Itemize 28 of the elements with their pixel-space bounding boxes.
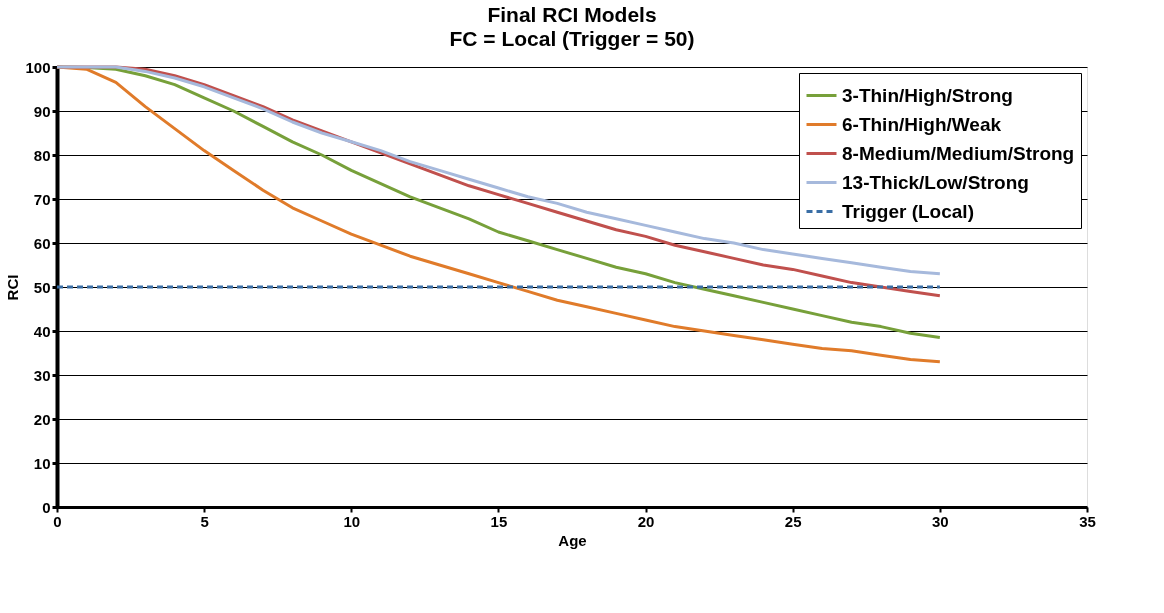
y-tick-label: 80: [33, 146, 51, 164]
y-tick-label: 0: [42, 498, 51, 516]
y-tick-label: 10: [33, 454, 51, 472]
y-tick-label: 50: [33, 278, 51, 296]
x-tick-label: 10: [343, 512, 361, 530]
y-tick-label: 100: [25, 58, 51, 76]
x-axis-title: Age: [558, 531, 587, 549]
chart-title: Final RCI Models: [487, 3, 657, 26]
y-tick-label: 40: [33, 322, 51, 340]
x-tick-label: 35: [1079, 512, 1096, 530]
y-tick-label: 90: [33, 102, 51, 120]
x-tick-label: 30: [932, 512, 949, 530]
x-tick-label: 0: [53, 512, 62, 530]
legend-label: 13-Thick/Low/Strong: [842, 171, 1029, 193]
x-tick-label: 25: [784, 512, 802, 530]
legend-label: 3-Thin/High/Strong: [842, 84, 1013, 106]
x-tick-label: 5: [200, 512, 209, 530]
y-tick-label: 60: [33, 234, 51, 252]
chart-subtitle: FC = Local (Trigger = 50): [449, 27, 695, 50]
legend-label: 8-Medium/Medium/Strong: [842, 142, 1075, 164]
legend-label: 6-Thin/High/Weak: [842, 113, 1002, 135]
legend-label: Trigger (Local): [842, 200, 974, 222]
y-tick-label: 30: [33, 366, 51, 384]
x-tick-label: 20: [637, 512, 655, 530]
y-tick-label: 70: [33, 190, 51, 208]
y-tick-label: 20: [33, 410, 51, 428]
x-tick-label: 15: [490, 512, 508, 530]
y-axis-title: RCI: [4, 274, 22, 301]
